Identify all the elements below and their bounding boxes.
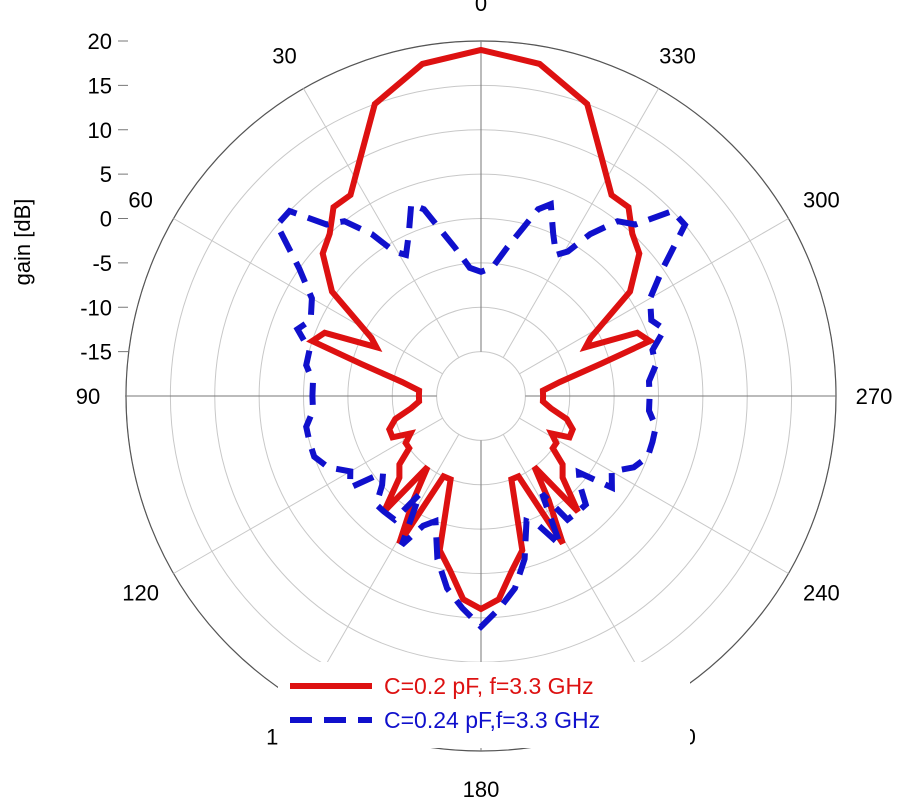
series-layer bbox=[273, 46, 689, 632]
y-axis-title: gain [dB] bbox=[10, 199, 35, 286]
grid-spoke bbox=[173, 417, 443, 574]
legend-label-1: C=0.2 pF, f=3.3 GHz bbox=[384, 673, 594, 699]
angle-tick-label: 30 bbox=[272, 44, 296, 69]
grid-spoke bbox=[303, 434, 460, 704]
grid-spoke bbox=[303, 88, 460, 358]
legend-background bbox=[278, 662, 690, 748]
legend-label-2: C=0.24 pF,f=3.3 GHz bbox=[384, 707, 600, 733]
radial-tick-label: -15 bbox=[80, 340, 112, 365]
radial-tick-label: -5 bbox=[92, 251, 112, 276]
angle-tick-label: 180 bbox=[463, 777, 500, 800]
series-line-2 bbox=[273, 199, 689, 632]
legend: C=0.2 pF, f=3.3 GHz C=0.24 pF,f=3.3 GHz bbox=[278, 662, 690, 748]
angle-tick-label: 330 bbox=[659, 44, 696, 69]
radial-tick-label: 20 bbox=[88, 29, 112, 54]
angle-tick-label: 0 bbox=[475, 0, 487, 16]
radial-tick-labels: 20 15 10 5 0 -5 -10 -15 bbox=[80, 29, 128, 365]
grid-spoke bbox=[519, 417, 789, 574]
angle-tick-label: 90 bbox=[76, 384, 100, 409]
radial-tick-label: 5 bbox=[100, 162, 112, 187]
radial-tick-label: -10 bbox=[80, 295, 112, 320]
angle-tick-label: 120 bbox=[122, 581, 159, 606]
polar-grid bbox=[125, 40, 837, 752]
angle-tick-label: 270 bbox=[856, 384, 893, 409]
radial-tick-label: 15 bbox=[88, 73, 112, 98]
grid-ring bbox=[436, 351, 526, 441]
angle-tick-label: 60 bbox=[128, 188, 152, 213]
grid-spoke bbox=[502, 88, 659, 358]
radial-tick-label: 10 bbox=[88, 118, 112, 143]
series-line-1 bbox=[306, 46, 656, 613]
grid-spoke bbox=[502, 434, 659, 704]
radial-tick-label: 0 bbox=[100, 207, 112, 232]
angle-tick-label: 300 bbox=[803, 188, 840, 213]
angle-tick-label: 240 bbox=[803, 581, 840, 606]
